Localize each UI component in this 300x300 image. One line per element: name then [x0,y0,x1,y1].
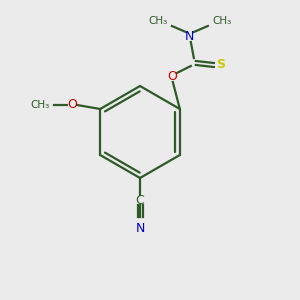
Text: N: N [135,223,145,236]
Text: S: S [216,58,225,71]
Text: CH₃: CH₃ [148,16,167,26]
Text: O: O [67,98,77,112]
Text: CH₃: CH₃ [31,100,50,110]
Text: O: O [167,70,177,83]
Text: C: C [136,194,144,206]
Text: CH₃: CH₃ [212,16,232,26]
Text: N: N [185,31,194,44]
